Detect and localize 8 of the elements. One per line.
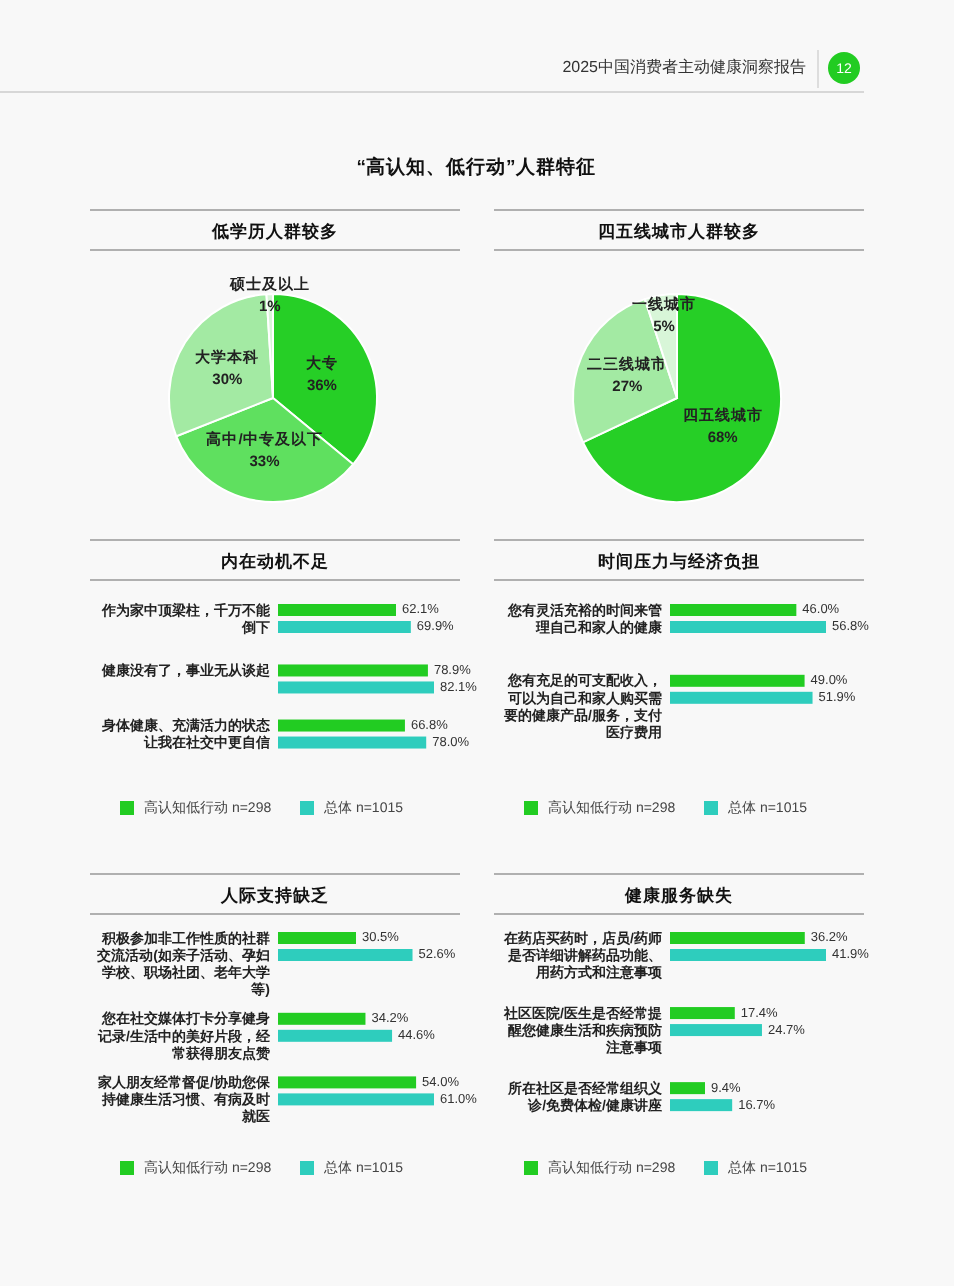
chart-title: 内在动机不足	[221, 550, 329, 571]
chart-title: 四五线城市人群较多	[598, 220, 760, 241]
chart-title: 健康服务缺失	[623, 884, 735, 905]
chart-title: 低学历人群较多	[210, 220, 338, 241]
chart-title: 人际支持缺乏	[219, 884, 329, 905]
chart-title: 时间压力与经济负担	[598, 550, 760, 571]
text: 2025中国消费者主动健康洞察报告	[562, 58, 806, 77]
text: “高认知、低行动”人群特征	[356, 155, 596, 180]
